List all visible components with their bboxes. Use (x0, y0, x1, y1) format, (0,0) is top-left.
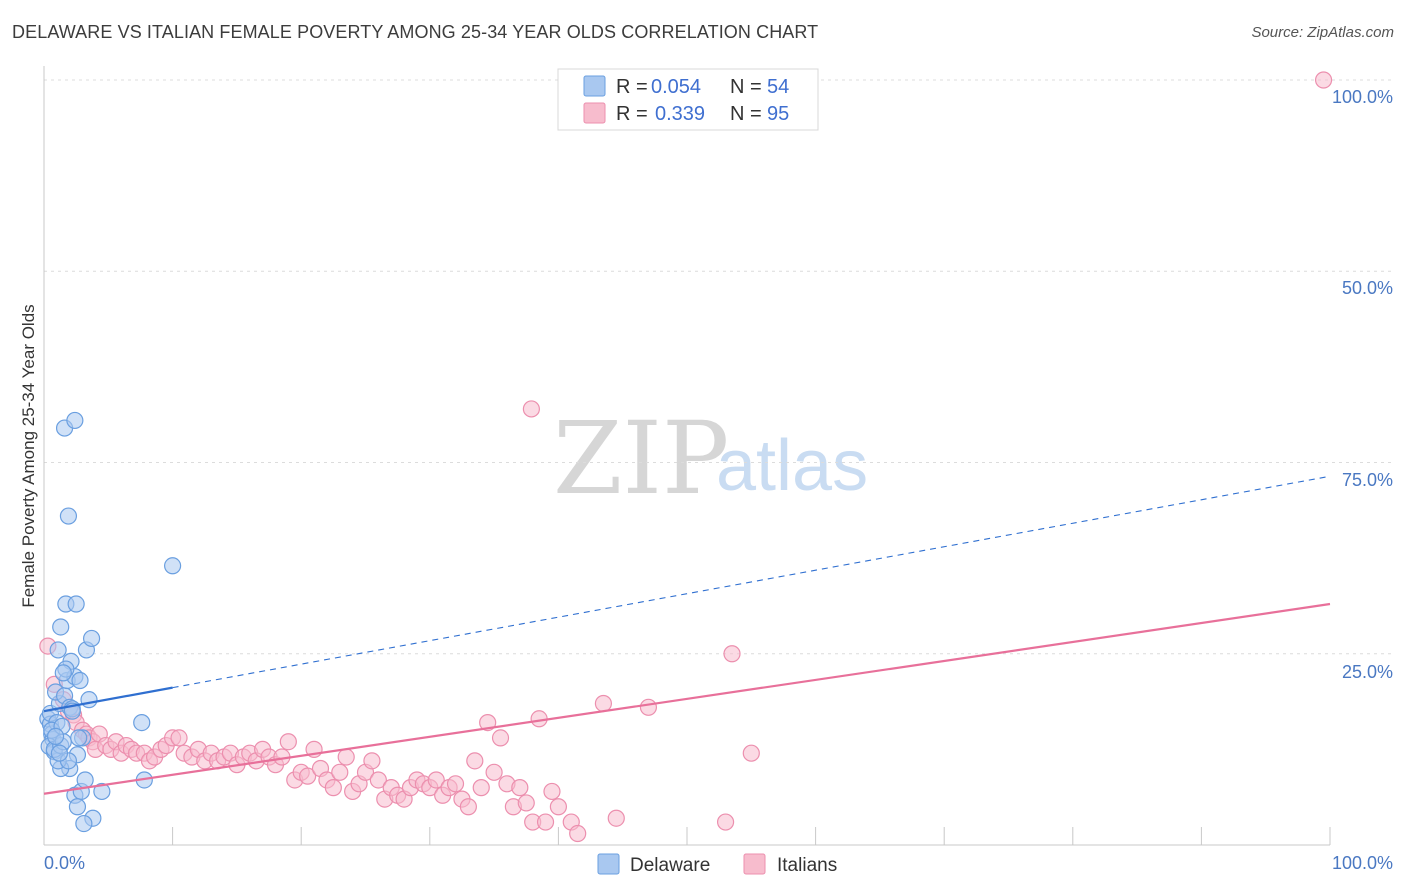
legend-r-label: R = (616, 76, 648, 98)
legend-swatch-delaware (583, 75, 606, 97)
series-legend: Delaware Italians (597, 853, 837, 876)
italians-point (639, 698, 658, 716)
delaware-point (75, 814, 93, 833)
x-tick-label-min: 0.0% (44, 853, 85, 873)
legend-r-value-delaware: 0.054 (651, 76, 701, 98)
italians-point (517, 794, 535, 812)
italians-point (331, 763, 349, 781)
delaware-trend-line (43, 686, 173, 713)
delaware-point (59, 507, 78, 525)
delaware-point (68, 798, 87, 816)
delaware-point (66, 411, 84, 430)
italians-point (549, 798, 568, 816)
source-credit: Source: ZipAtlas.com (1251, 24, 1394, 41)
italians-point (716, 813, 735, 831)
legend-n-label: N = (730, 103, 762, 125)
watermark-atlas: atlas (716, 426, 868, 506)
delaware-points (39, 411, 182, 833)
italians-point (491, 729, 510, 747)
y-tick-label: 100.0% (1332, 87, 1393, 107)
italians-point (511, 779, 529, 797)
italians-point (485, 763, 503, 781)
stats-legend: R = 0.054 N = 54 R = 0.339 N = 95 (557, 68, 819, 131)
x-tick-label-max: 100.0% (1332, 853, 1393, 873)
delaware-point (50, 744, 69, 762)
delaware-point (71, 671, 89, 690)
legend-n-label: N = (730, 76, 762, 98)
y-tick-label: 25.0% (1342, 662, 1393, 682)
delaware-trend-line-dashed (172, 475, 1331, 689)
italians-point (543, 782, 561, 801)
italians-point (522, 400, 540, 418)
delaware-point (67, 595, 85, 613)
legend-n-value-delaware: 54 (767, 76, 789, 98)
legend-n-value-italians: 95 (767, 103, 789, 125)
italians-trend-line (43, 602, 1331, 795)
italians-point (1314, 71, 1333, 89)
italians-point (299, 767, 317, 785)
bottom-legend-swatch-delaware (597, 853, 620, 875)
italians-point (279, 733, 297, 751)
x-axis-ticks (172, 827, 1331, 845)
gridlines (44, 79, 1392, 655)
delaware-point (164, 557, 182, 575)
delaware-point (76, 771, 94, 789)
y-tick-label: 50.0% (1342, 278, 1393, 298)
watermark-zip: ZIP (553, 400, 729, 517)
delaware-point (133, 713, 151, 732)
italians-point (459, 798, 477, 816)
trend-lines (43, 475, 1331, 795)
italians-point (472, 779, 490, 797)
chart-title: DELAWARE VS ITALIAN FEMALE POVERTY AMONG… (12, 22, 819, 42)
italians-point (594, 694, 613, 713)
delaware-point (93, 782, 111, 801)
italians-point (536, 813, 555, 831)
y-axis-title: Female Poverty Among 25-34 Year Olds (19, 304, 38, 607)
italians-point (466, 752, 484, 770)
delaware-point (82, 629, 101, 648)
y-axis-labels: 25.0% 50.0% 75.0% 100.0% (1332, 87, 1393, 682)
y-tick-label: 75.0% (1342, 470, 1393, 490)
delaware-point (49, 641, 67, 659)
italians-point (607, 809, 625, 827)
italians-point (363, 752, 381, 770)
legend-r-value-italians: 0.339 (655, 103, 705, 125)
legend-swatch-italians (583, 102, 606, 124)
bottom-legend-label-delaware: Delaware (630, 855, 710, 876)
watermark: ZIP atlas (553, 400, 868, 517)
italians-point (723, 645, 741, 663)
delaware-point (80, 691, 98, 709)
bottom-legend-label-italians: Italians (777, 855, 837, 876)
delaware-point (54, 664, 72, 682)
italians-points (39, 71, 1333, 843)
legend-r-label: R = (616, 103, 648, 125)
delaware-point (52, 618, 70, 636)
delaware-point (46, 727, 65, 745)
italians-point (170, 729, 188, 747)
delaware-point (70, 729, 88, 747)
italians-point (337, 748, 355, 766)
italians-point (742, 744, 760, 762)
italians-point (446, 775, 465, 793)
italians-point (427, 771, 445, 789)
italians-point (324, 779, 342, 797)
italians-point (569, 824, 587, 843)
italians-point (369, 771, 387, 789)
bottom-legend-swatch-italians (743, 853, 766, 875)
